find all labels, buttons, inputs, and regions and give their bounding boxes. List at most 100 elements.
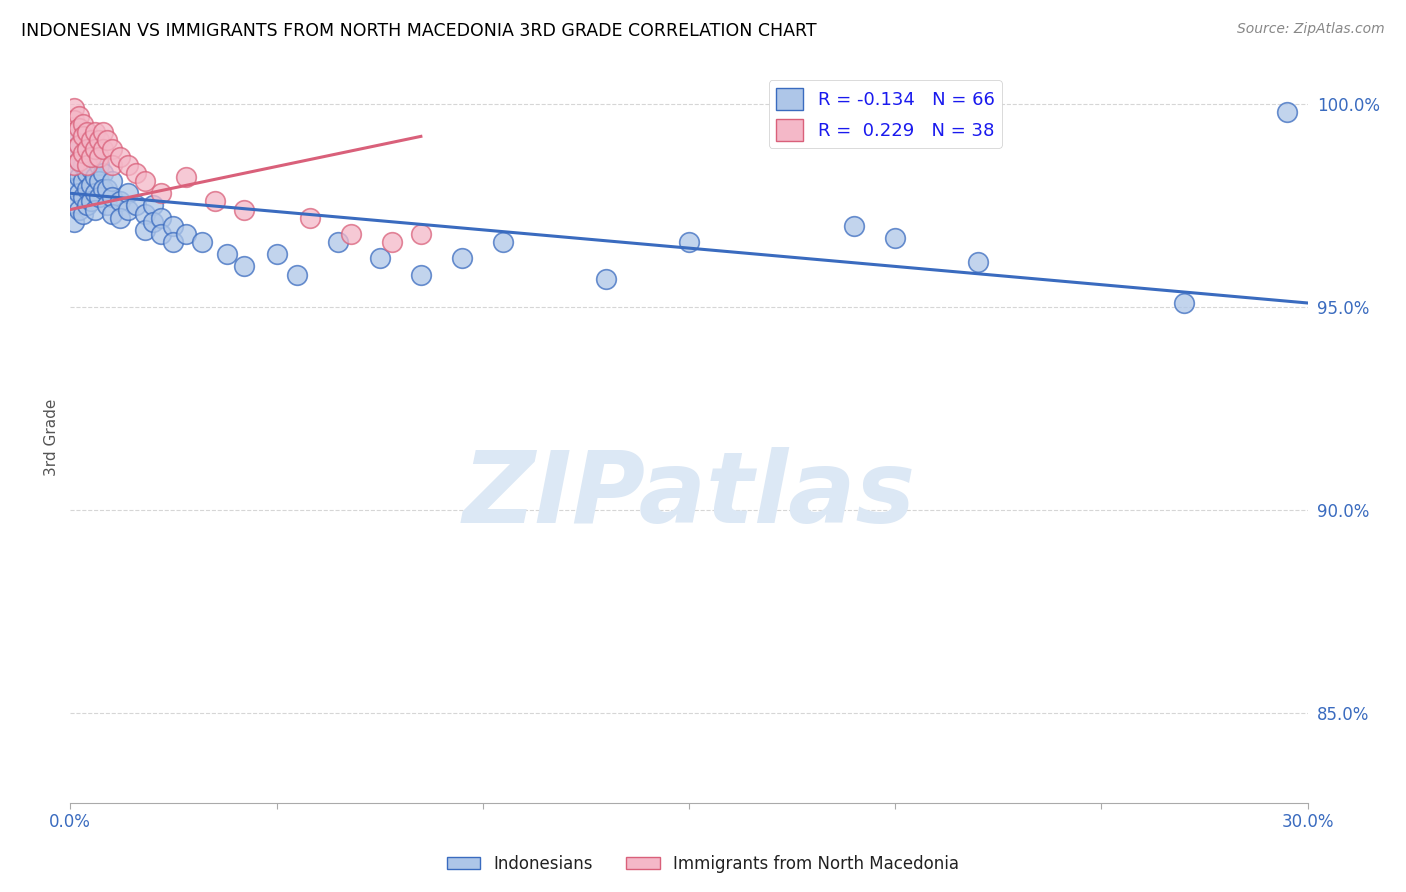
Y-axis label: 3rd Grade: 3rd Grade: [44, 399, 59, 475]
Point: [84, 186, 107, 201]
Point: [80, 178, 103, 193]
Point: [298, 211, 321, 225]
Point: [63, 158, 86, 172]
Point: [67, 153, 90, 168]
Point: [108, 150, 131, 164]
Point: [595, 271, 617, 285]
Point: [100, 206, 122, 220]
Point: [328, 235, 350, 249]
Point: [125, 166, 148, 180]
Point: [134, 174, 156, 188]
Point: [108, 211, 131, 225]
Point: [63, 182, 86, 196]
Point: [80, 133, 103, 147]
Point: [134, 223, 156, 237]
Legend: R = -0.134   N = 66, R =  0.229   N = 38: R = -0.134 N = 66, R = 0.229 N = 38: [769, 80, 1001, 148]
Point: [84, 202, 107, 217]
Point: [100, 158, 122, 172]
Point: [67, 153, 90, 168]
Point: [63, 101, 86, 115]
Point: [96, 198, 118, 212]
Point: [150, 186, 173, 201]
Point: [67, 202, 90, 217]
Point: [72, 129, 94, 144]
Point: [67, 186, 90, 201]
Point: [63, 129, 86, 144]
Point: [100, 174, 122, 188]
Point: [76, 166, 98, 180]
Point: [134, 206, 156, 220]
Point: [150, 227, 173, 241]
Point: [108, 194, 131, 209]
Point: [67, 109, 90, 123]
Point: [96, 133, 118, 147]
Point: [266, 247, 288, 261]
Point: [76, 182, 98, 196]
Point: [162, 235, 184, 249]
Text: INDONESIAN VS IMMIGRANTS FROM NORTH MACEDONIA 3RD GRADE CORRELATION CHART: INDONESIAN VS IMMIGRANTS FROM NORTH MACE…: [21, 22, 817, 40]
Point: [117, 158, 139, 172]
Point: [63, 145, 86, 160]
Point: [72, 158, 94, 172]
Point: [76, 125, 98, 139]
Point: [63, 142, 86, 156]
Point: [1275, 105, 1298, 120]
Point: [76, 198, 98, 212]
Point: [76, 142, 98, 156]
Point: [84, 142, 107, 156]
Point: [409, 227, 432, 241]
Point: [150, 211, 173, 225]
Point: [174, 169, 197, 184]
Point: [285, 268, 308, 282]
Point: [72, 190, 94, 204]
Point: [492, 235, 515, 249]
Point: [84, 169, 107, 184]
Point: [80, 194, 103, 209]
Point: [89, 158, 111, 172]
Point: [91, 166, 114, 180]
Text: Source: ZipAtlas.com: Source: ZipAtlas.com: [1237, 22, 1385, 37]
Point: [174, 227, 197, 241]
Point: [125, 198, 148, 212]
Point: [80, 161, 103, 176]
Legend: Indonesians, Immigrants from North Macedonia: Indonesians, Immigrants from North Maced…: [440, 848, 966, 880]
Point: [842, 219, 865, 233]
Point: [678, 235, 700, 249]
Point: [117, 186, 139, 201]
Point: [72, 206, 94, 220]
Point: [339, 227, 361, 241]
Point: [63, 198, 86, 212]
Point: [232, 260, 254, 274]
Point: [72, 145, 94, 160]
Point: [117, 202, 139, 217]
Point: [84, 125, 107, 139]
Point: [80, 145, 103, 160]
Text: ZIPatlas: ZIPatlas: [463, 447, 915, 544]
Point: [67, 137, 90, 152]
Point: [100, 190, 122, 204]
Point: [63, 113, 86, 128]
Point: [966, 255, 988, 269]
Point: [63, 161, 86, 176]
Point: [142, 198, 165, 212]
Point: [67, 137, 90, 152]
Point: [1173, 296, 1195, 310]
Point: [100, 142, 122, 156]
Point: [451, 252, 474, 266]
Point: [76, 158, 98, 172]
Point: [89, 190, 111, 204]
Point: [63, 215, 86, 229]
Point: [142, 215, 165, 229]
Point: [215, 247, 238, 261]
Point: [63, 125, 86, 139]
Point: [409, 268, 432, 282]
Point: [96, 182, 118, 196]
Point: [67, 169, 90, 184]
Point: [80, 150, 103, 164]
Point: [232, 202, 254, 217]
Point: [89, 133, 111, 147]
Point: [91, 182, 114, 196]
Point: [191, 235, 214, 249]
Point: [204, 194, 226, 209]
Point: [91, 125, 114, 139]
